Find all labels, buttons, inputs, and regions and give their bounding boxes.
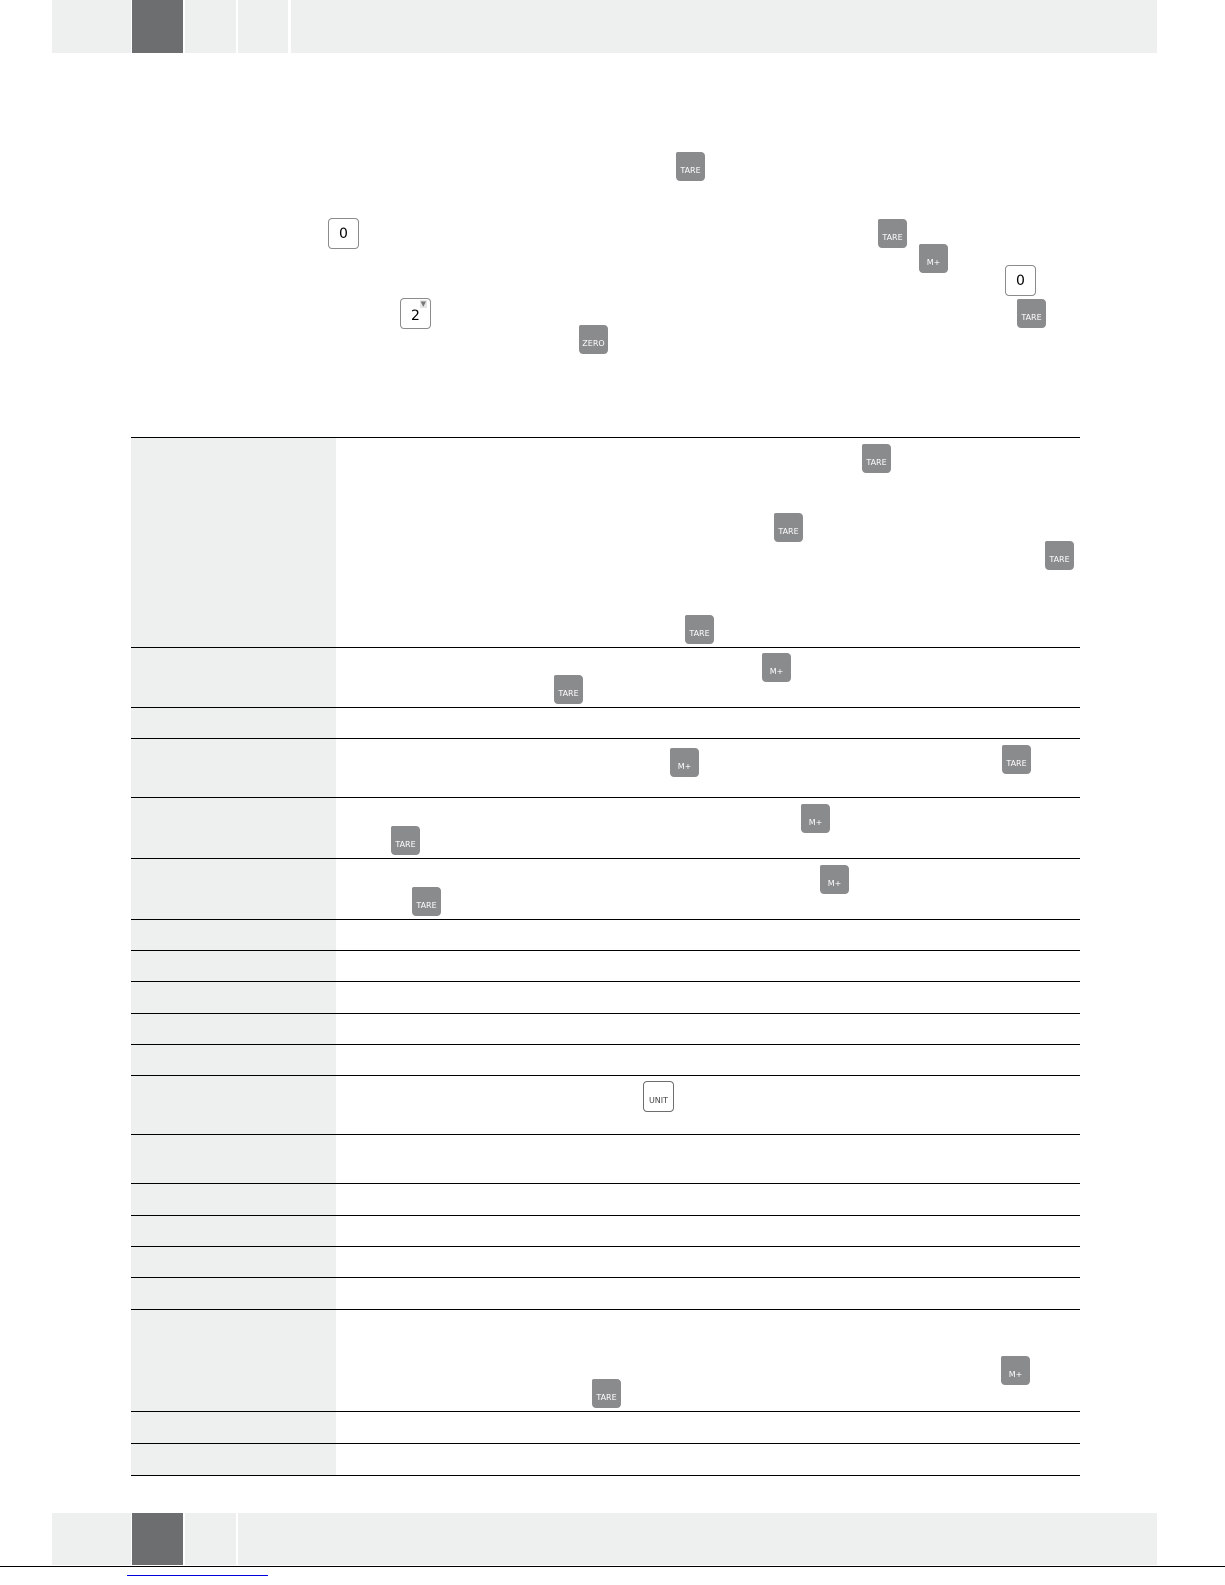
row-divider <box>131 919 1080 920</box>
memory-plus-key-icon: M+ <box>919 244 948 273</box>
page-edge-line <box>0 1566 1225 1567</box>
tare-key-icon: TARE <box>676 152 705 181</box>
down-arrow-icon: ▼ <box>419 300 427 308</box>
row-divider <box>131 1443 1080 1444</box>
row-divider <box>131 1013 1080 1014</box>
row-divider <box>131 707 1080 708</box>
row-divider <box>131 1075 1080 1076</box>
memory-plus-key-icon: M+ <box>801 804 830 833</box>
tare-key-icon: TARE <box>391 826 420 855</box>
header-block <box>238 0 288 53</box>
header-block <box>185 0 236 53</box>
tare-key-icon: TARE <box>592 1379 621 1408</box>
memory-plus-key-icon: M+ <box>762 653 791 682</box>
memory-plus-key-icon: M+ <box>1001 1356 1030 1385</box>
row-divider <box>131 950 1080 951</box>
tare-key-icon: TARE <box>774 513 803 542</box>
row-divider <box>131 647 1080 648</box>
row-divider <box>131 858 1080 859</box>
footer-block-active <box>132 1513 183 1565</box>
digit-two-key-icon: ▼ 2 <box>400 298 431 329</box>
header-block <box>291 0 1157 53</box>
row-divider <box>131 981 1080 982</box>
tare-key-icon: TARE <box>862 444 891 473</box>
zero-digit-key-icon: 0 <box>1005 265 1036 296</box>
tare-key-icon: TARE <box>878 219 907 248</box>
row-divider <box>131 437 1080 438</box>
tare-key-icon: TARE <box>1002 745 1031 774</box>
memory-plus-key-icon: M+ <box>820 865 849 894</box>
tare-key-icon: TARE <box>685 615 714 644</box>
tare-key-icon: TARE <box>1045 541 1074 570</box>
row-divider <box>131 1246 1080 1247</box>
row-divider <box>131 1309 1080 1310</box>
row-divider <box>131 1277 1080 1278</box>
tare-key-icon: TARE <box>412 887 441 916</box>
link-underline[interactable] <box>127 1575 268 1576</box>
zero-key-icon: ZERO <box>579 325 608 354</box>
zero-digit-key-icon: 0 <box>328 218 359 249</box>
row-divider <box>131 797 1080 798</box>
footer-block <box>52 1513 131 1565</box>
row-divider <box>131 1183 1080 1184</box>
footer-block <box>238 1513 1157 1565</box>
digit-label: 2 <box>411 308 420 324</box>
header-block <box>52 0 131 53</box>
header-block-active <box>132 0 183 53</box>
row-divider <box>131 1411 1080 1412</box>
footer-block <box>185 1513 236 1565</box>
tare-key-icon: TARE <box>554 675 583 704</box>
row-divider <box>131 1215 1080 1216</box>
row-divider <box>131 738 1080 739</box>
unit-key-icon: UNIT <box>643 1081 674 1112</box>
table-label-column <box>131 437 336 1475</box>
row-divider <box>131 1044 1080 1045</box>
row-divider <box>131 1134 1080 1135</box>
tare-key-icon: TARE <box>1017 299 1046 328</box>
memory-plus-key-icon: M+ <box>670 748 699 777</box>
row-divider <box>131 1475 1080 1476</box>
